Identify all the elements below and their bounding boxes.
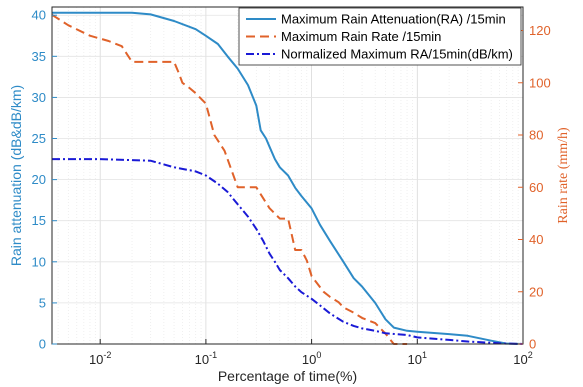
legend-label-1: Maximum Rain Attenuation(RA) /15min [281, 12, 506, 27]
series-group [51, 11, 524, 345]
y-left-tick-label: 35 [32, 49, 46, 64]
x-tick-label: 101 [408, 350, 427, 367]
y-left-tick-label: 0 [39, 337, 46, 352]
y-right-tick-label: 20 [529, 284, 543, 299]
x-axis-label: Percentage of time(%) [218, 368, 357, 384]
y-left-tick-label: 25 [32, 131, 46, 146]
y-right-tick-label: 120 [529, 23, 551, 38]
legend-box [238, 7, 522, 66]
tick-group: 10-2 10-1 100 101 10205101520253035400204060… [32, 8, 551, 367]
series-line-3 [52, 158, 524, 345]
x-tick-label: 100 [302, 350, 321, 367]
legend-label-2: Maximum Rain Rate /15min [281, 29, 441, 44]
y-right-tick-label: 100 [529, 75, 551, 90]
y-left-tick-label: 5 [39, 295, 46, 310]
y-axis-right-label: Rain rate (mm/h) [556, 127, 571, 224]
y-right-tick-label: 40 [529, 232, 543, 247]
x-tick-label: 102 [513, 350, 532, 367]
y-left-tick-label: 30 [32, 90, 46, 105]
series-line-2 [51, 13, 408, 345]
grid [52, 7, 524, 345]
y-left-tick-label: 10 [32, 254, 46, 269]
y-left-tick-label: 15 [32, 213, 46, 228]
legend-label-3: Normalized Maximum RA/15min(dB/km) [281, 47, 513, 62]
y-right-tick-label: 60 [529, 180, 543, 195]
legend: Maximum Rain Attenuation(RA) /15min Maxim… [238, 7, 522, 66]
y-right-tick-label: 0 [529, 337, 536, 352]
plot-frame [51, 6, 524, 345]
y-left-tick-label: 20 [32, 172, 46, 187]
x-tick-label: 10-1 [195, 350, 217, 367]
y-left-tick-label: 40 [32, 8, 46, 23]
x-tick-label: 10-2 [89, 350, 111, 367]
series-line-1 [52, 11, 524, 345]
y-axis-left-label: Rain attenuation (dB&dB/km) [8, 85, 24, 266]
y-right-tick-label: 80 [529, 128, 543, 143]
